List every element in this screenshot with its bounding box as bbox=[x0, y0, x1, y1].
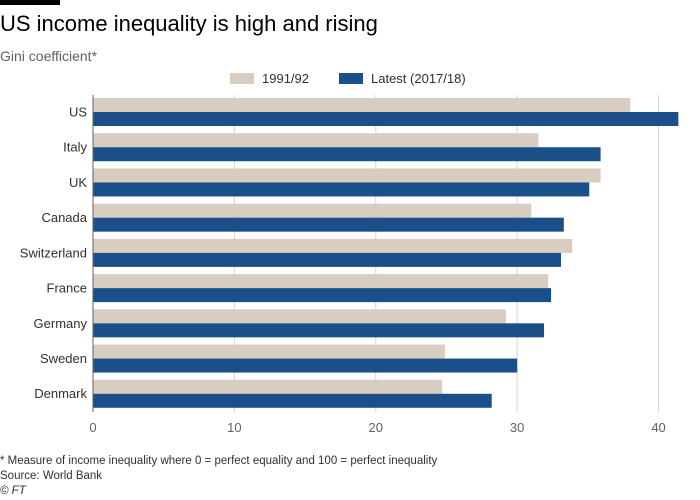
legend-label-1991: 1991/92 bbox=[262, 71, 309, 86]
legend-item-latest: Latest (2017/18) bbox=[339, 71, 466, 86]
chart-title: US income inequality is high and rising bbox=[0, 11, 378, 36]
category-label-sweden: Sweden bbox=[40, 351, 87, 366]
x-tick-label-0: 0 bbox=[89, 420, 96, 435]
bar-germany-latest bbox=[93, 323, 545, 338]
chart-source: Source: World Bank bbox=[0, 470, 103, 482]
bar-chart: 0 10 20 30 40 US Italy UK Canada Switzerland Franc… bbox=[20, 95, 679, 435]
chart-credit: © FT bbox=[0, 485, 26, 497]
category-label-italy: Italy bbox=[63, 140, 87, 155]
bar-germany-1991 bbox=[93, 309, 506, 324]
legend-swatch-1991 bbox=[230, 73, 254, 84]
x-tick-label-30: 30 bbox=[510, 420, 524, 435]
category-label-germany: Germany bbox=[34, 316, 88, 331]
bar-france-1991 bbox=[93, 274, 549, 289]
chart-subtitle: Gini coefficient* bbox=[0, 48, 98, 64]
bar-uk-1991 bbox=[93, 168, 601, 183]
category-label-france: France bbox=[47, 281, 87, 296]
bar-switzerland-1991 bbox=[93, 238, 573, 253]
chart-footnote: * Measure of income inequality where 0 =… bbox=[0, 455, 438, 467]
bar-us-1991 bbox=[93, 98, 631, 112]
bar-us-latest bbox=[93, 112, 679, 126]
bar-italy-latest bbox=[93, 147, 601, 162]
brand-top-rule bbox=[0, 0, 60, 5]
chart-legend: 1991/92 Latest (2017/18) bbox=[230, 71, 496, 86]
bar-sweden-1991 bbox=[93, 344, 446, 359]
legend-item-1991: 1991/92 bbox=[230, 71, 309, 86]
bar-uk-latest bbox=[93, 182, 590, 197]
bar-canada-1991 bbox=[93, 203, 532, 218]
legend-label-latest: Latest (2017/18) bbox=[371, 71, 466, 86]
category-label-uk: UK bbox=[69, 175, 87, 190]
x-tick-label-10: 10 bbox=[227, 420, 241, 435]
category-label-us: US bbox=[69, 104, 87, 119]
x-tick-label-20: 20 bbox=[369, 420, 383, 435]
x-tick-label-40: 40 bbox=[651, 420, 665, 435]
bar-canada-latest bbox=[93, 217, 564, 232]
bar-denmark-latest bbox=[93, 393, 492, 408]
bar-denmark-1991 bbox=[93, 379, 443, 394]
bar-sweden-latest bbox=[93, 358, 518, 373]
bar-italy-1991 bbox=[93, 133, 539, 148]
category-label-switzerland: Switzerland bbox=[20, 245, 87, 260]
bar-switzerland-latest bbox=[93, 252, 561, 267]
bar-france-latest bbox=[93, 288, 552, 303]
category-label-canada: Canada bbox=[41, 210, 87, 225]
category-label-denmark: Denmark bbox=[34, 386, 87, 401]
legend-swatch-latest bbox=[339, 73, 363, 84]
